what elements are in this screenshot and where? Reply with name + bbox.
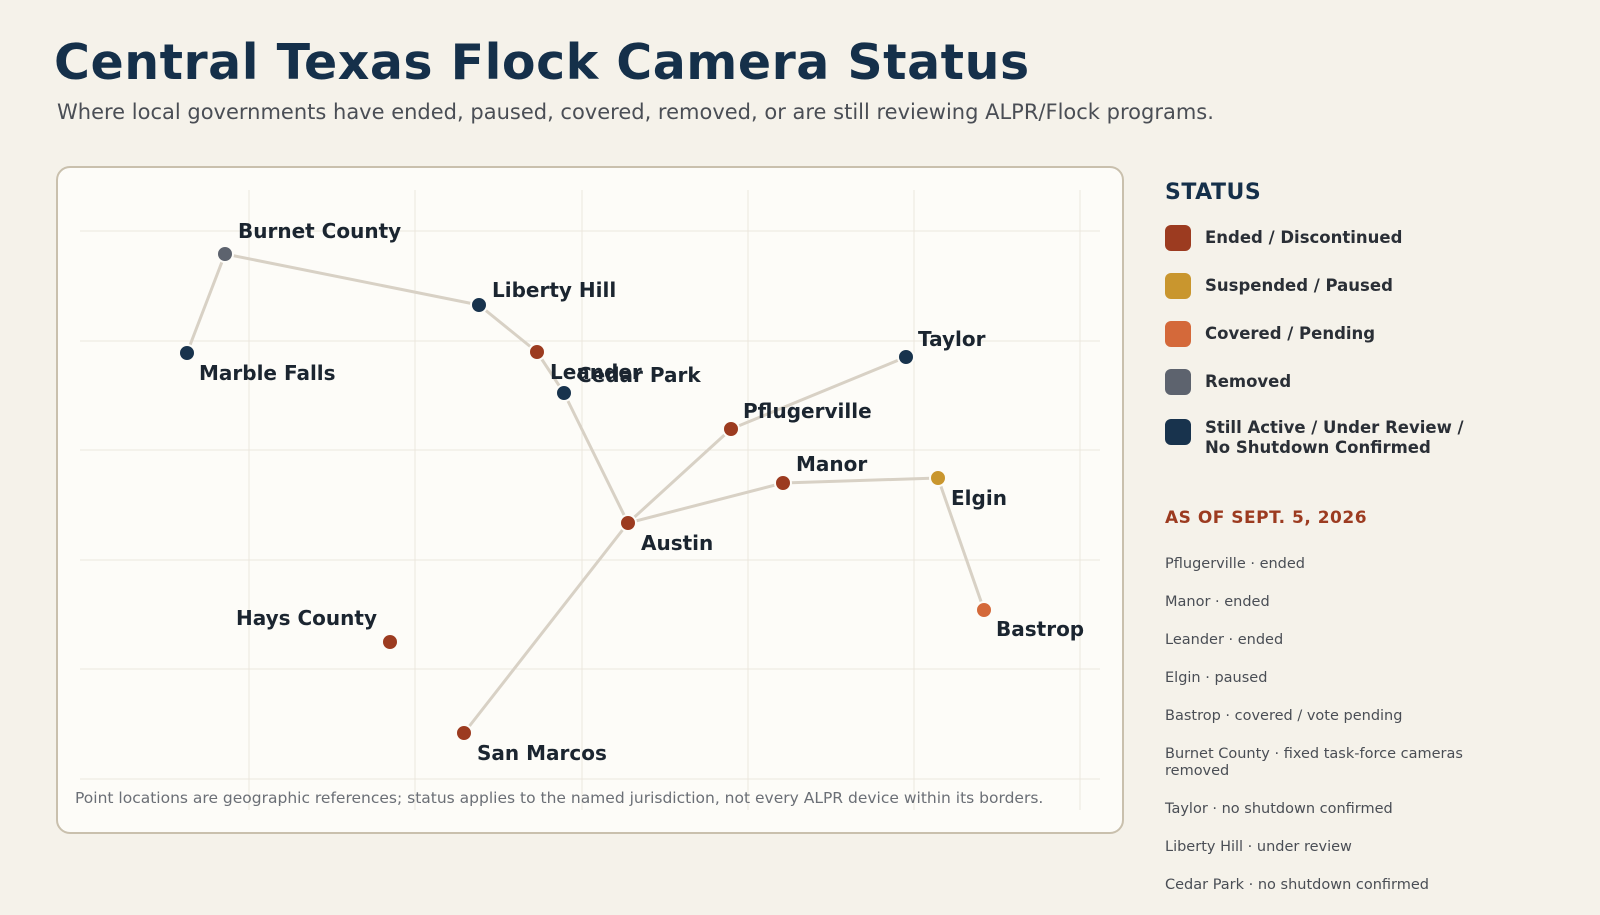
label-cedar-park: Cedar Park [577,363,701,387]
status-note: Bastrop · covered / vote pending [1165,708,1403,724]
legend-label: Still Active / Under Review / No Shutdown… [1205,418,1464,457]
legend-item-ended: Ended / Discontinued [1165,225,1585,251]
marker-manor[interactable] [774,474,792,492]
map-markers [178,245,993,742]
legend-item-suspended: Suspended / Paused [1165,273,1585,299]
connector-line [562,391,630,525]
status-notes-list: Pflugerville · ended Manor · ended Leander… [1165,556,1465,915]
label-manor: Manor [796,452,867,476]
status-note: Liberty Hill · under review [1165,839,1352,855]
connector-line [185,252,227,355]
label-burnet-county: Burnet County [238,219,401,243]
page-subtitle: Where local governments have ended, paus… [57,100,1214,124]
marker-marble-falls[interactable] [178,344,196,362]
legend-item-removed: Removed [1165,369,1585,395]
label-leander: Leander [550,360,642,384]
status-note: Leander · ended [1165,632,1284,648]
label-san-marcos: San Marcos [477,741,607,765]
marker-leander[interactable] [528,343,546,361]
connector-line [223,252,481,307]
label-marble-falls: Marble Falls [199,361,336,385]
status-note: Pflugerville · ended [1165,556,1306,572]
label-hays-county: Hays County [236,606,377,630]
as-of-date: AS OF SEPT. 5, 2026 [1165,508,1368,528]
map-connectors [185,252,986,735]
marker-elgin[interactable] [929,469,947,487]
status-note: Taylor · no shutdown confirmed [1165,801,1393,817]
marker-bastrop[interactable] [975,601,993,619]
legend-item-covered: Covered / Pending [1165,321,1585,347]
status-note: Manor · ended [1165,594,1270,610]
legend-swatch [1165,369,1191,395]
connector-line [936,476,986,612]
label-elgin: Elgin [951,486,1007,510]
connector-line [781,476,940,485]
marker-austin[interactable] [619,514,637,532]
label-taylor: Taylor [918,327,986,351]
legend-label: Ended / Discontinued [1205,228,1403,247]
connector-line [729,355,908,431]
map-grid [80,190,1100,810]
legend-label: Suspended / Paused [1205,276,1393,295]
legend-swatch [1165,321,1191,347]
connector-line [462,521,630,735]
marker-hays-county[interactable] [381,633,399,651]
legend-label: Covered / Pending [1205,324,1376,343]
marker-liberty-hill[interactable] [470,296,488,314]
connector-line [626,427,733,525]
status-note: Elgin · paused [1165,670,1268,686]
marker-burnet-county[interactable] [216,245,234,263]
connector-line [477,303,539,354]
status-note: Burnet County · fixed task-force cameras… [1165,746,1463,779]
status-note: Cedar Park · no shutdown confirmed [1165,877,1430,893]
label-austin: Austin [641,531,713,555]
legend-swatch [1165,225,1191,251]
label-liberty-hill: Liberty Hill [492,278,616,302]
map-labels: Burnet County Marble Falls Liberty Hill Lea… [199,219,1084,765]
label-bastrop: Bastrop [996,617,1084,641]
marker-pflugerville[interactable] [722,420,740,438]
marker-cedar-park[interactable] [555,384,573,402]
marker-taylor[interactable] [897,348,915,366]
label-pflugerville: Pflugerville [743,399,872,423]
connector-line [626,481,785,525]
map-footnote: Point locations are geographic reference… [75,789,1044,807]
legend-item-active: Still Active / Under Review / No Shutdown… [1165,418,1585,458]
legend-swatch [1165,273,1191,299]
page-title: Central Texas Flock Camera Status [54,34,1030,91]
marker-san-marcos[interactable] [455,724,473,742]
legend-title: STATUS [1165,180,1262,205]
legend-swatch [1165,419,1191,445]
legend-label: Removed [1205,372,1292,391]
